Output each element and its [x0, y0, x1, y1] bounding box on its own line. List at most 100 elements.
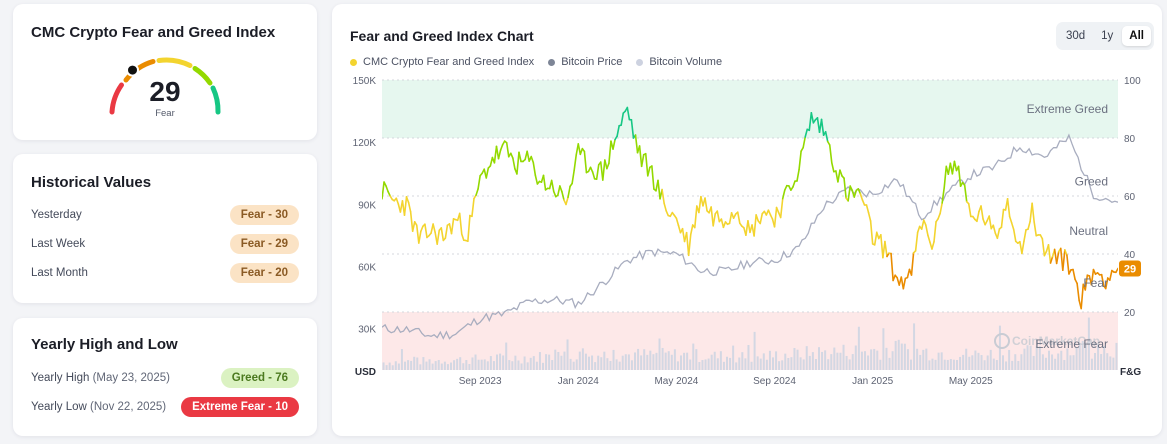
gauge-segment-neutral [156, 57, 193, 68]
gauge-value: 29 [149, 76, 181, 107]
fng-line-segment [526, 150, 530, 162]
y-right-tick-label: 20 [1124, 308, 1136, 319]
volume-bar [870, 349, 873, 370]
fng-line-segment [689, 224, 694, 236]
fng-line-segment [608, 140, 612, 165]
volume-bar [391, 365, 394, 370]
fng-line-segment [1033, 221, 1038, 237]
volume-bar [1044, 357, 1047, 370]
fng-line-segment [475, 188, 479, 196]
volume-bar [910, 359, 912, 370]
fng-line-segment [458, 212, 463, 235]
volume-bar [959, 356, 962, 370]
volume-bar [667, 351, 670, 370]
fng-line-segment [471, 197, 475, 218]
fng-line-segment [988, 215, 993, 230]
volume-bar [940, 352, 943, 370]
volume-bar [1100, 354, 1103, 370]
volume-bar [793, 347, 796, 370]
fng-line-segment [577, 143, 582, 156]
volume-bar [689, 359, 692, 370]
fng-line-segment [444, 224, 449, 239]
volume-bar [867, 355, 870, 370]
fng-line-segment [612, 138, 616, 150]
volume-bar [492, 361, 495, 370]
volume-bar [1078, 343, 1081, 370]
legend-item-volume[interactable]: Bitcoin Volume [636, 56, 722, 68]
volume-bar [1063, 359, 1066, 370]
volume-bar [1084, 344, 1087, 370]
volume-bar [486, 361, 489, 370]
volume-bar [943, 359, 946, 370]
volume-bar [446, 364, 449, 370]
fng-line-segment [395, 197, 400, 205]
timeframe-30d-button[interactable]: 30d [1065, 30, 1086, 42]
fng-line-segment [1064, 249, 1068, 256]
fng-line-segment [953, 160, 958, 172]
fng-line-segment [591, 171, 596, 180]
legend-item-fng[interactable]: CMC Crypto Fear and Greed Index [350, 56, 534, 68]
y-left-tick-label: 30K [358, 325, 376, 336]
volume-bar [615, 359, 618, 370]
gauge-marker [126, 63, 139, 77]
fng-line-segment [601, 159, 606, 181]
fng-line-segment [415, 224, 420, 244]
fng-line-segment [534, 174, 539, 185]
volume-bar [983, 360, 986, 370]
fng-line-segment [542, 174, 547, 191]
historical-row-badge: Fear - 30 [229, 205, 299, 225]
volume-bar [1035, 345, 1038, 370]
fng-line-segment [937, 212, 941, 220]
y-left-tick-label: 60K [358, 262, 376, 273]
timeframe-all-button[interactable]: All [1122, 26, 1151, 46]
fng-line-segment [573, 154, 578, 172]
volume-bar [594, 362, 597, 370]
volume-bar [502, 355, 505, 370]
volume-bar [753, 331, 756, 370]
y-right-tick-label: 60 [1124, 192, 1136, 203]
legend-item-price[interactable]: Bitcoin Price [548, 56, 622, 68]
volume-bar [778, 361, 781, 370]
volume-bar [520, 363, 523, 370]
historical-row-label: Yesterday [31, 209, 82, 221]
fng-line-segment [646, 166, 651, 177]
legend-dot-icon [350, 58, 357, 66]
fng-line-segment [1010, 222, 1015, 231]
fng-line-segment [767, 209, 772, 216]
volume-bar [1002, 355, 1004, 370]
volume-bar [428, 359, 431, 370]
volume-bar [1081, 340, 1084, 370]
fng-line-segment [530, 155, 535, 164]
yearly-high-badge: Greed - 76 [220, 368, 299, 388]
timeframe-1y-button[interactable]: 1y [1101, 30, 1114, 42]
volume-bar [922, 349, 925, 370]
timeframe-selector: 30d 1y All [1055, 22, 1154, 50]
volume-bar [526, 362, 529, 370]
volume-bar [759, 358, 762, 370]
volume-bar [618, 361, 621, 370]
fng-line-segment [722, 221, 727, 229]
fng-line-segment [698, 195, 702, 214]
fng-line-segment [857, 188, 862, 195]
volume-bar [732, 345, 735, 370]
volume-bar [913, 323, 916, 370]
zone-label: Extreme Fear [1035, 337, 1108, 351]
fng-line-segment [516, 151, 520, 175]
volume-bar [891, 351, 894, 370]
volume-bar [658, 338, 661, 370]
volume-bar [735, 362, 738, 370]
volume-bar [787, 357, 790, 370]
fng-line-segment [559, 185, 563, 193]
volume-bar [704, 359, 707, 370]
gauge-segment-extreme-greed [210, 85, 221, 115]
fng-line-segment [920, 219, 925, 230]
volume-bar [839, 352, 842, 370]
fng-line-segment [704, 197, 708, 212]
gauge-classification: Fear [155, 108, 175, 119]
fng-line-segment [638, 145, 643, 168]
x-tick-label: Jan 2024 [558, 376, 600, 387]
volume-bar [741, 352, 744, 370]
fng-line-segment [808, 112, 813, 132]
volume-bar [729, 357, 732, 370]
yearly-low-date: (Nov 22, 2025) [90, 401, 167, 413]
